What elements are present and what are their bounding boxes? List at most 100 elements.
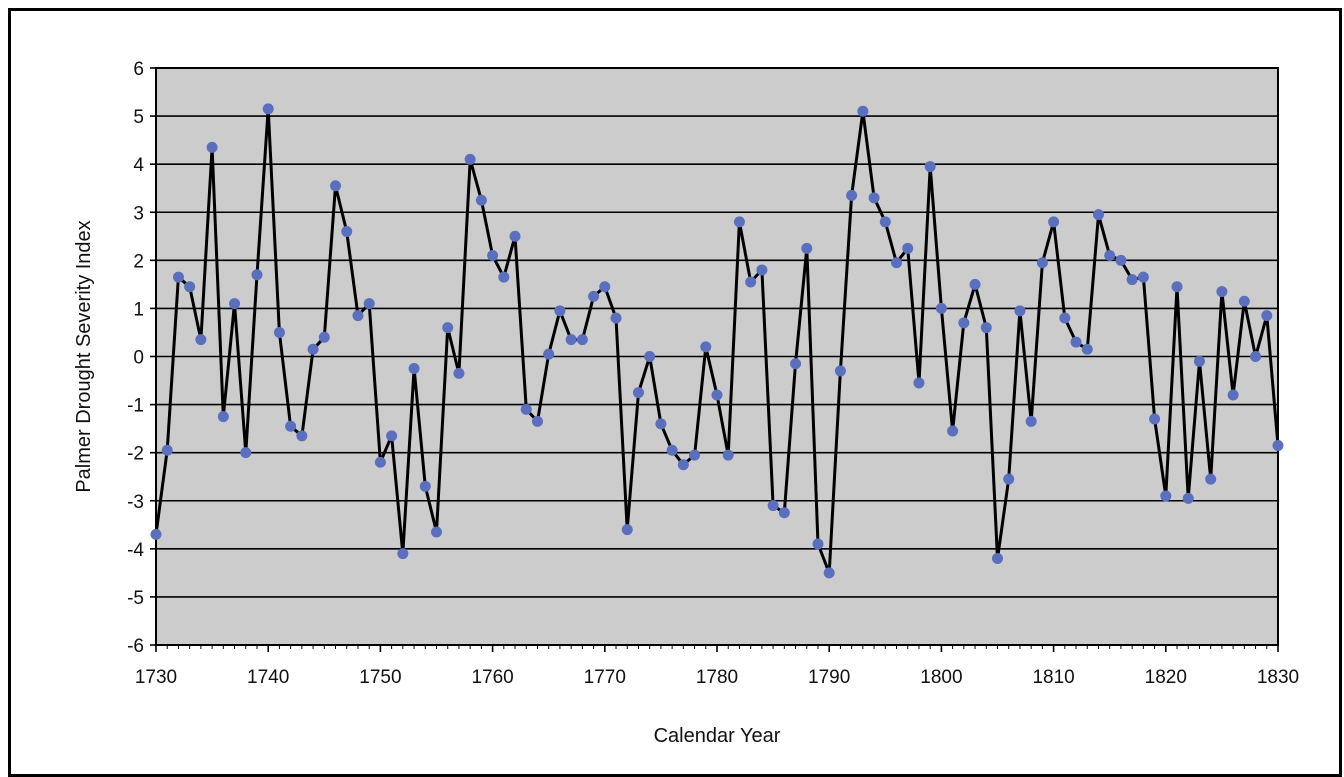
data-point [554,305,566,317]
data-point [1025,415,1037,427]
data-point [240,447,252,459]
y-tick-label: 4 [133,155,144,176]
data-point [632,387,644,399]
x-tick-label: 1770 [584,667,626,688]
data-point [206,141,218,153]
data-point [913,377,925,389]
y-tick-label: 1 [133,299,144,320]
data-point [330,180,342,192]
data-point [722,449,734,461]
data-point [868,192,880,204]
data-point [363,298,375,310]
data-point [1070,336,1082,348]
data-point [509,230,521,242]
x-tick-label: 1740 [247,667,289,688]
data-point [296,430,308,442]
data-point [958,317,970,329]
data-point [1003,473,1015,485]
data-point [666,444,678,456]
data-point [374,456,386,468]
data-point [475,194,487,206]
data-point [543,348,555,360]
y-tick-label: 0 [133,348,144,369]
y-tick-label: -4 [127,540,144,561]
y-tick-label: 5 [133,107,144,128]
data-point [1216,286,1228,298]
data-point [453,367,465,379]
data-point [229,298,241,310]
x-axis-title: Calendar Year [654,725,781,747]
data-point [689,449,701,461]
data-point [1250,351,1262,362]
y-tick-label: -5 [127,588,144,609]
data-point [935,302,947,314]
y-tick-label: 3 [133,203,144,224]
data-point [352,310,364,322]
data-point [150,528,162,540]
data-point [1193,355,1205,367]
data-point [902,242,914,254]
data-point [778,507,790,519]
data-point [386,430,398,442]
data-point [655,418,667,430]
y-tick-label: 2 [133,251,144,272]
data-point [262,103,274,115]
data-point [1227,389,1239,401]
x-tick-label: 1750 [359,667,401,688]
x-tick-label: 1800 [920,667,962,688]
data-point [442,322,454,334]
data-points [150,103,1284,579]
x-axis-ticks: 1730 1740 1750 1760 1770 1780 1790 1800 1810 1820… [135,645,1299,688]
data-point [947,425,959,437]
x-tick-label: 1780 [696,667,738,688]
data-point [1205,473,1217,485]
data-point [644,351,656,362]
data-point [307,343,319,355]
data-point [980,322,992,334]
x-tick-label: 1790 [808,667,850,688]
data-point [1115,254,1127,266]
data-point [823,567,835,579]
y-axis-title: Palmer Drought Severity Index [73,220,95,492]
data-point [464,153,476,165]
x-tick-label: 1810 [1032,667,1074,688]
y-tick-label: -6 [127,636,144,657]
data-point [756,264,768,276]
data-point [1092,209,1104,221]
data-point [397,548,409,560]
data-point [531,415,543,427]
y-axis-ticks: 6 5 4 3 2 1 0 -1 -2 -3 -4 -5 -6 [127,59,156,657]
x-tick-label: 1760 [471,667,513,688]
data-point [498,271,510,283]
data-point [341,225,353,237]
data-point [273,326,285,338]
data-point [285,420,297,432]
data-point [733,216,745,228]
data-point [1182,492,1194,504]
data-point [565,334,577,346]
data-point [745,276,757,288]
data-point [1238,295,1250,307]
data-point [408,363,420,375]
data-point [184,281,196,293]
data-point [1149,413,1161,425]
y-tick-label: 6 [133,59,144,80]
data-point [610,312,622,324]
data-point [576,334,588,346]
data-point [487,250,499,262]
x-tick-label: 1820 [1145,667,1187,688]
gridlines [156,67,1278,646]
y-tick-label: -1 [127,396,144,417]
y-tick-label: -2 [127,444,144,465]
data-point [1104,250,1116,262]
data-point [1036,257,1048,269]
data-point [677,459,689,471]
data-point [1048,216,1060,228]
data-point [172,271,184,283]
x-tick-label: 1830 [1257,667,1299,688]
data-point [992,552,1003,564]
data-point [217,411,229,423]
data-point [1171,281,1183,293]
data-point [621,524,633,536]
data-point [599,281,611,293]
